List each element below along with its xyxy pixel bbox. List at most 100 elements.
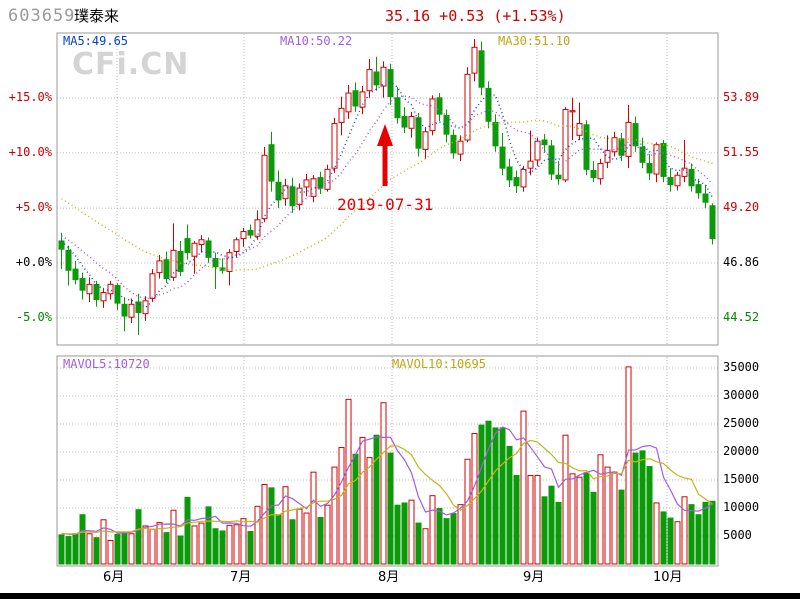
volume-bar-up: [345, 398, 352, 565]
candle-down: [268, 144, 275, 182]
candle-down: [492, 121, 499, 147]
volume-bar-up: [576, 476, 583, 565]
volume-bar-up: [170, 509, 177, 565]
volume-axis-label: 10000: [723, 500, 760, 514]
volume-bar-down: [289, 519, 296, 565]
volume-panel-border: [56, 355, 719, 567]
candle-up: [156, 260, 163, 274]
volume-bar-up: [562, 434, 569, 565]
candle-down: [415, 117, 422, 149]
annotation-date: 2019-07-31: [337, 195, 434, 214]
candle-down: [688, 168, 695, 187]
price-axis-left-label: +0.0%: [15, 255, 52, 269]
mavol5-line: [61, 426, 713, 536]
candle-up: [604, 150, 611, 163]
candle-up: [254, 219, 261, 237]
volume-bar-up: [128, 533, 135, 565]
candle-up: [296, 187, 303, 206]
volume-bar-down: [618, 489, 625, 565]
volume-bar-down: [373, 434, 380, 565]
volume-bar-down: [163, 532, 170, 565]
volume-bar-up: [338, 447, 345, 565]
volume-bar-up: [422, 528, 429, 565]
volume-bar-down: [219, 530, 226, 565]
mavol10-label: MAVOL10:10695: [392, 357, 486, 371]
candle-down: [184, 238, 191, 254]
candle-up: [653, 144, 660, 175]
mavol5-label: MAVOL5:10720: [63, 357, 150, 371]
volume-bar-down: [667, 517, 674, 565]
candle-up: [324, 168, 331, 190]
candle-up: [464, 73, 471, 141]
candle-up: [674, 174, 681, 187]
volume-bar-down: [499, 427, 506, 565]
volume-bar-up: [674, 521, 681, 565]
volume-bar-up: [604, 466, 611, 565]
price-axis-left-label: +15.0%: [8, 90, 52, 104]
candle-up: [261, 154, 268, 220]
volume-bar-up: [324, 504, 331, 565]
candle-down: [387, 69, 394, 98]
volume-bar-up: [611, 471, 618, 565]
volume-bar-down: [401, 502, 408, 565]
price-axis-right-label: 51.55: [723, 144, 760, 159]
volume-bar-down: [450, 513, 457, 565]
volume-bar-down: [555, 501, 562, 565]
candle-up: [611, 137, 618, 153]
candle-down: [121, 303, 128, 317]
volume-bar-down: [387, 452, 394, 565]
candle-down: [135, 301, 142, 314]
volume-bar-up: [86, 533, 93, 565]
volume-bar-down: [485, 420, 492, 565]
candle-up: [429, 98, 436, 132]
volume-axis-label: 35000: [723, 360, 760, 374]
candle-down: [541, 139, 548, 146]
price-axis-right-label: 53.89: [723, 90, 760, 104]
candle-up: [331, 123, 338, 169]
volume-bar-down: [247, 531, 254, 565]
ma5-label: MA5:49.65: [63, 34, 129, 48]
volume-bar-down: [79, 514, 86, 565]
candle-down: [177, 250, 184, 272]
volume-bar-down: [72, 533, 79, 565]
candle-up: [527, 160, 534, 169]
volume-bar-down: [443, 518, 450, 565]
candle-down: [373, 71, 380, 86]
month-tick-label: 9月: [523, 570, 545, 585]
volume-bar-up: [366, 457, 373, 565]
candle-up: [107, 283, 114, 295]
candle-down: [212, 258, 219, 268]
candle-up: [240, 231, 247, 240]
volume-bar-up: [597, 454, 604, 565]
volume-bar-down: [65, 536, 72, 565]
volume-bar-up: [142, 525, 149, 565]
volume-bar-down: [352, 453, 359, 565]
volume-bar-up: [191, 525, 198, 565]
candle-down: [275, 181, 282, 201]
volume-bar-up: [310, 471, 317, 565]
annotation-arrow-head: [377, 124, 393, 146]
volume-bar-down: [184, 496, 191, 565]
candle-down: [702, 193, 709, 203]
candle-down: [506, 166, 513, 181]
volume-bar-up: [429, 495, 436, 565]
quote-price-change: 35.16 +0.53 (+1.53%): [385, 7, 566, 25]
volume-bar-up: [198, 522, 205, 565]
volume-bar-down: [709, 500, 716, 565]
mavol10-line: [61, 439, 713, 535]
candle-up: [569, 110, 576, 113]
candle-down: [163, 259, 170, 279]
candle-down: [401, 116, 408, 128]
candle-down: [639, 146, 646, 163]
candle-up: [233, 239, 240, 252]
candle-down: [289, 186, 296, 207]
volume-bar-down: [268, 487, 275, 565]
candle-up: [198, 239, 205, 245]
volume-bar-up: [254, 505, 261, 565]
candle-up: [457, 140, 464, 155]
price-axis-left-label: +10.0%: [8, 144, 52, 159]
price-axis-left-label: +5.0%: [15, 200, 52, 215]
bottom-border-bar: [0, 593, 800, 599]
volume-bar-down: [93, 537, 100, 565]
